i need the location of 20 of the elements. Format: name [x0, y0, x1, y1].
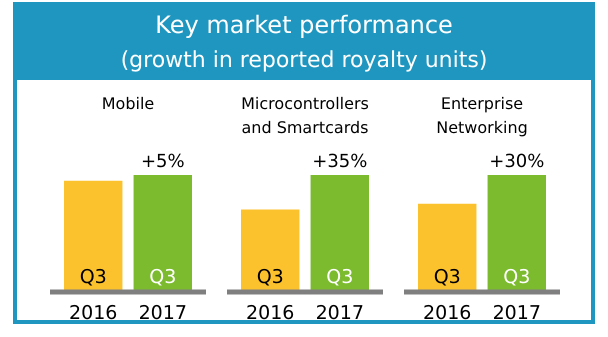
text: (growth in reported royalty units): [120, 48, 488, 73]
annotation: Q3: [149, 266, 176, 288]
x-tick-label: 2017: [138, 302, 187, 324]
x-tick-label: 2016: [246, 302, 294, 324]
text: +30%: [489, 151, 544, 172]
annotation: Q3: [326, 266, 354, 288]
annotation: Q3: [434, 266, 461, 288]
chart-title: Enterprise Networking: [436, 94, 528, 137]
x-tick-label: 2017: [316, 302, 364, 324]
chart-title: Microcontrollers and Smartcards: [241, 94, 369, 137]
chart-title: Mobile: [102, 94, 154, 113]
annotation: Q3: [503, 266, 530, 288]
annotation: Q3: [256, 266, 284, 288]
text: Key market performance: [155, 11, 453, 39]
x-tick-label: 2016: [69, 302, 118, 324]
annotation: Q3: [80, 266, 107, 288]
x-tick-label: 2017: [492, 302, 541, 324]
text: +35%: [312, 151, 368, 172]
text: +5%: [140, 151, 185, 172]
x-tick-label: 2016: [423, 302, 472, 324]
